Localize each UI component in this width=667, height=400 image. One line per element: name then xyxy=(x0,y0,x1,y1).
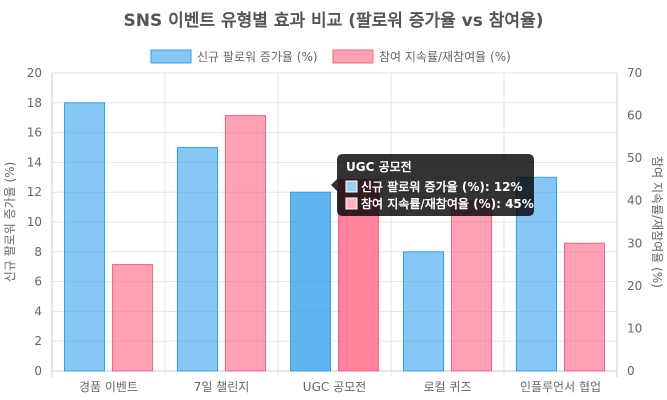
legend-swatch-followers xyxy=(150,49,192,64)
tooltip-title: UGC 공모전 xyxy=(346,159,412,174)
bar-followers-3[interactable] xyxy=(403,251,444,372)
tooltip-box xyxy=(331,154,534,216)
y-left-tick-label: 14 xyxy=(27,155,42,169)
y-right-tick-label: 10 xyxy=(627,321,642,335)
y-right-tick-label: 20 xyxy=(627,279,642,293)
y-right-tick-label: 50 xyxy=(627,151,642,165)
legend: 신규 팔로워 증가율 (%) 참여 지속률/재참여율 (%) xyxy=(150,49,511,64)
bar-followers-0[interactable] xyxy=(64,102,105,372)
bar-engagement-4[interactable] xyxy=(564,242,605,372)
y-right-tick-label: 30 xyxy=(627,236,642,250)
y-left-tick-label: 6 xyxy=(34,275,42,289)
y-axis-left-ticks: 0 2 4 6 8 10 12 14 16 18 20 xyxy=(27,66,42,378)
legend-item-followers[interactable]: 신규 팔로워 증가율 (%) xyxy=(150,49,318,64)
y-axis-left-title: 신규 팔로워 증가율 (%) xyxy=(3,162,17,283)
bars xyxy=(64,102,605,372)
tooltip-swatch-engagement xyxy=(345,197,358,210)
bar-engagement-3[interactable] xyxy=(451,200,492,372)
chart-title: SNS 이벤트 유형별 효과 비교 (팔로워 증가율 vs 참여율) xyxy=(124,10,544,31)
tooltip-line-followers: 신규 팔로워 증가율 (%): 12% xyxy=(361,179,523,194)
grid xyxy=(51,72,618,377)
x-tick-label: UGC 공모전 xyxy=(303,380,366,394)
y-left-tick-label: 16 xyxy=(27,126,42,140)
y-left-tick-label: 0 xyxy=(34,364,42,378)
tooltip: UGC 공모전 신규 팔로워 증가율 (%): 12% 참여 지속률/재참여율 … xyxy=(331,154,534,216)
tooltip-line-engagement: 참여 지속률/재참여율 (%): 45% xyxy=(361,196,534,211)
y-left-tick-label: 4 xyxy=(34,304,42,318)
y-left-tick-label: 8 xyxy=(34,245,42,259)
bar-followers-2[interactable] xyxy=(290,191,331,372)
bar-engagement-0[interactable] xyxy=(112,264,153,372)
y-left-tick-label: 18 xyxy=(27,96,42,110)
bar-followers-1[interactable] xyxy=(177,147,218,372)
legend-item-engagement[interactable]: 참여 지속률/재참여율 (%) xyxy=(332,49,511,64)
legend-label-followers: 신규 팔로워 증가율 (%) xyxy=(197,50,318,64)
x-tick-label: 7일 챌린지 xyxy=(194,380,250,394)
y-axis-right-ticks: 0 10 20 30 40 50 60 70 xyxy=(627,66,642,378)
legend-swatch-engagement xyxy=(332,49,374,64)
legend-label-engagement: 참여 지속률/재참여율 (%) xyxy=(379,50,511,64)
x-tick-label: 로컬 퀴즈 xyxy=(424,380,472,394)
y-left-tick-label: 10 xyxy=(27,215,42,229)
x-tick-label: 경품 이벤트 xyxy=(79,380,138,394)
x-tick-label: 인플루언서 협업 xyxy=(520,380,601,394)
y-right-tick-label: 70 xyxy=(627,66,642,80)
y-right-tick-label: 60 xyxy=(627,109,642,123)
y-right-tick-label: 40 xyxy=(627,194,642,208)
bar-engagement-1[interactable] xyxy=(225,115,266,372)
y-right-tick-label: 0 xyxy=(627,364,635,378)
y-left-tick-label: 20 xyxy=(27,66,42,80)
y-axis-right-title: 참여 지속률/재참여율 (%) xyxy=(650,156,664,288)
tooltip-swatch-followers xyxy=(345,180,358,193)
x-axis-ticks: 경품 이벤트 7일 챌린지 UGC 공모전 로컬 퀴즈 인플루언서 협업 xyxy=(79,380,601,394)
y-left-tick-label: 2 xyxy=(34,334,42,348)
y-left-tick-label: 12 xyxy=(27,185,42,199)
